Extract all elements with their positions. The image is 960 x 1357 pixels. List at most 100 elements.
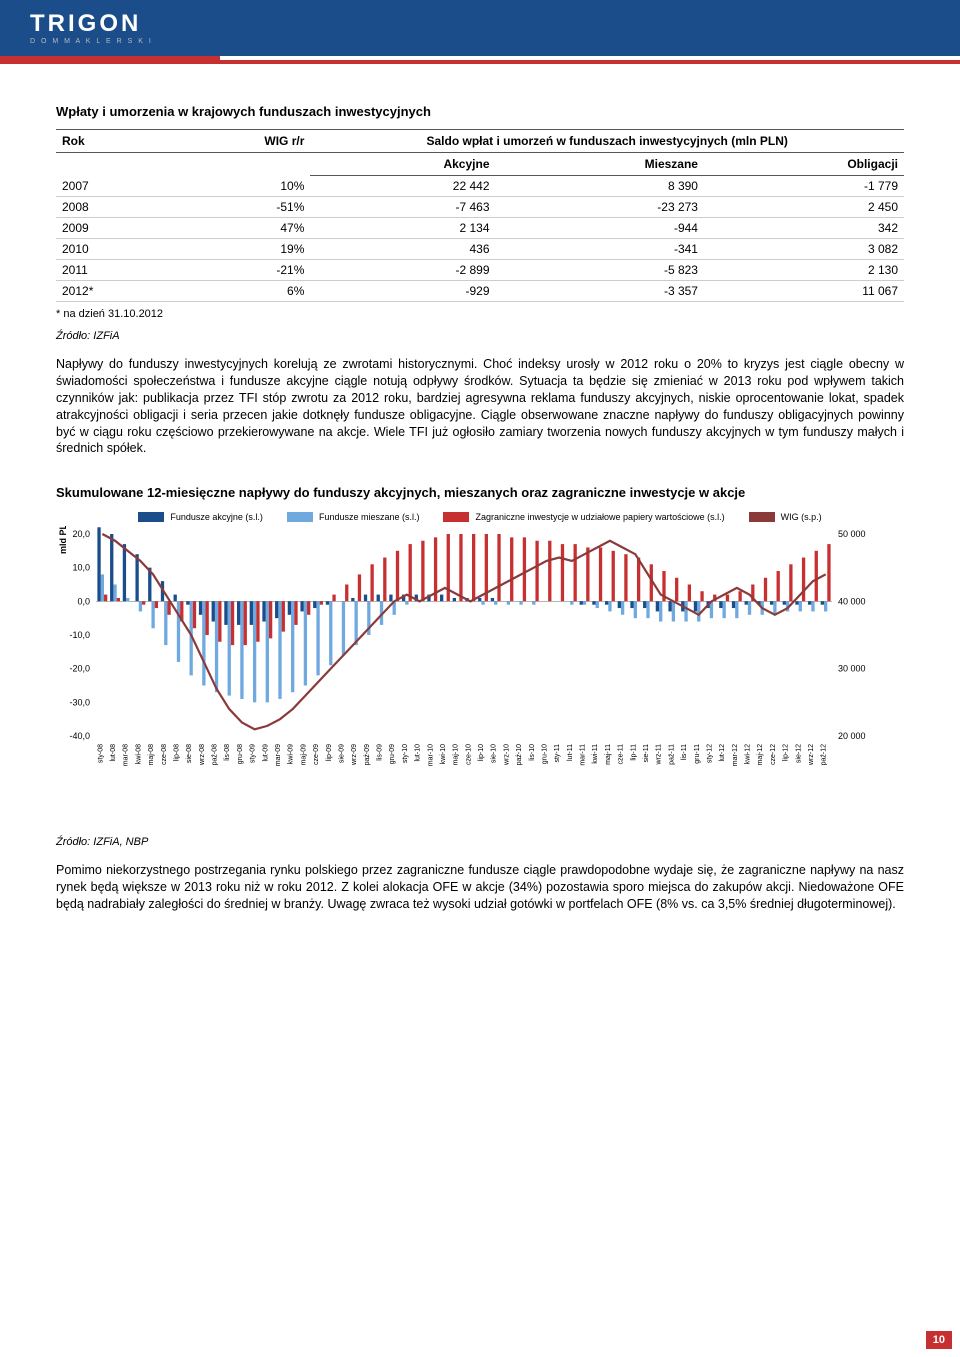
cell: -944 xyxy=(496,218,704,239)
legend-item: Fundusze akcyjne (s.l.) xyxy=(138,512,263,522)
svg-text:maj-10: maj-10 xyxy=(453,744,460,766)
cell: 2007 xyxy=(56,176,175,197)
cell: -929 xyxy=(310,281,495,302)
legend-label: Zagraniczne inwestycje w udziałowe papie… xyxy=(475,512,724,522)
cell: -23 273 xyxy=(496,197,704,218)
chart-title: Skumulowane 12-miesięczne napływy do fun… xyxy=(56,485,904,500)
cell: 2012* xyxy=(56,281,175,302)
cell: 3 082 xyxy=(704,239,904,260)
svg-text:sie-08: sie-08 xyxy=(186,744,193,763)
svg-text:kwi-10: kwi-10 xyxy=(440,744,447,764)
fund-table: Rok WIG r/r Saldo wpłat i umorzeń w fund… xyxy=(56,129,904,302)
cell: 2011 xyxy=(56,260,175,281)
cell: -51% xyxy=(175,197,311,218)
svg-text:gru-09: gru-09 xyxy=(389,744,396,764)
svg-text:50 000: 50 000 xyxy=(838,529,866,539)
table-source: Źródło: IZFiA xyxy=(56,330,904,342)
svg-text:sty-12: sty-12 xyxy=(706,744,713,763)
svg-text:wrz-10: wrz-10 xyxy=(503,744,510,766)
svg-text:gru-11: gru-11 xyxy=(694,744,701,764)
svg-text:paź-08: paź-08 xyxy=(212,744,219,766)
svg-text:lut-12: lut-12 xyxy=(719,744,726,762)
legend-item: Zagraniczne inwestycje w udziałowe papie… xyxy=(443,512,724,522)
chart-legend: Fundusze akcyjne (s.l.) Fundusze mieszane… xyxy=(56,512,904,522)
svg-text:lis-10: lis-10 xyxy=(529,744,536,761)
table-title: Wpłaty i umorzenia w krajowych funduszac… xyxy=(56,104,904,119)
svg-text:40 000: 40 000 xyxy=(838,597,866,607)
cell: 6% xyxy=(175,281,311,302)
table-row: 200947%2 134-944342 xyxy=(56,218,904,239)
page: TRIGON D O M M A K L E R S K I Wpłaty i … xyxy=(0,0,960,1357)
cell: -1 779 xyxy=(704,176,904,197)
svg-text:paź-10: paź-10 xyxy=(516,744,523,766)
svg-text:wrz-08: wrz-08 xyxy=(199,744,206,766)
chart-source: Źródło: IZFiA, NBP xyxy=(56,836,904,848)
legend-item: Fundusze mieszane (s.l.) xyxy=(287,512,420,522)
svg-text:maj-08: maj-08 xyxy=(148,744,155,766)
svg-text:maj-12: maj-12 xyxy=(757,744,764,766)
th-akcyjne: Akcyjne xyxy=(310,153,495,176)
cell: -3 357 xyxy=(496,281,704,302)
svg-text:lip-08: lip-08 xyxy=(173,744,180,761)
cell: 342 xyxy=(704,218,904,239)
svg-text:-40,0: -40,0 xyxy=(69,731,90,741)
table-row: 200710%22 4428 390-1 779 xyxy=(56,176,904,197)
content: Wpłaty i umorzenia w krajowych funduszac… xyxy=(0,64,960,953)
svg-text:sty-08: sty-08 xyxy=(97,744,104,763)
svg-text:gru-08: gru-08 xyxy=(237,744,244,764)
svg-text:sty-10: sty-10 xyxy=(402,744,409,763)
svg-text:-30,0: -30,0 xyxy=(69,698,90,708)
svg-text:-20,0: -20,0 xyxy=(69,664,90,674)
svg-text:lut-08: lut-08 xyxy=(110,744,117,762)
logo-sub: D O M M A K L E R S K I xyxy=(30,38,153,45)
svg-text:lut-10: lut-10 xyxy=(415,744,422,762)
svg-text:lip-10: lip-10 xyxy=(478,744,485,761)
svg-text:lis-08: lis-08 xyxy=(224,744,231,761)
table-row: 201019%436-3413 082 xyxy=(56,239,904,260)
svg-text:paź-11: paź-11 xyxy=(668,744,675,765)
svg-text:wrz-09: wrz-09 xyxy=(351,744,358,766)
svg-text:sie-09: sie-09 xyxy=(338,744,345,763)
svg-text:sie-10: sie-10 xyxy=(491,744,498,763)
logo: TRIGON D O M M A K L E R S K I xyxy=(30,10,153,45)
cell: -2 899 xyxy=(310,260,495,281)
svg-text:20 000: 20 000 xyxy=(838,731,866,741)
cell: 10% xyxy=(175,176,311,197)
svg-text:-10,0: -10,0 xyxy=(69,630,90,640)
svg-text:mar-11: mar-11 xyxy=(580,744,587,766)
th-wig: WIG r/r xyxy=(175,130,311,153)
svg-text:maj-11: maj-11 xyxy=(605,744,612,765)
svg-text:lis-11: lis-11 xyxy=(681,744,688,760)
svg-text:cze-10: cze-10 xyxy=(465,744,472,765)
cell: 19% xyxy=(175,239,311,260)
svg-text:lis-09: lis-09 xyxy=(377,744,384,761)
table-row: 2008-51%-7 463-23 2732 450 xyxy=(56,197,904,218)
svg-text:mld PLN: mld PLN xyxy=(58,526,68,554)
cell: 2010 xyxy=(56,239,175,260)
table-row: 2012*6%-929-3 35711 067 xyxy=(56,281,904,302)
svg-text:cze-09: cze-09 xyxy=(313,744,320,765)
table-note: * na dzień 31.10.2012 xyxy=(56,308,904,320)
svg-text:paź-09: paź-09 xyxy=(364,744,371,766)
cell: 2 450 xyxy=(704,197,904,218)
svg-text:lip-11: lip-11 xyxy=(630,744,637,761)
svg-text:mar-12: mar-12 xyxy=(732,744,739,766)
svg-text:maj-09: maj-09 xyxy=(300,744,307,766)
legend-label: Fundusze mieszane (s.l.) xyxy=(319,512,420,522)
svg-text:30 000: 30 000 xyxy=(838,664,866,674)
cell: -341 xyxy=(496,239,704,260)
svg-text:wrz-12: wrz-12 xyxy=(808,744,815,766)
svg-text:sty-09: sty-09 xyxy=(250,744,257,763)
svg-text:lip-09: lip-09 xyxy=(326,744,333,761)
svg-text:lut-11: lut-11 xyxy=(567,744,574,761)
svg-text:sty-11: sty-11 xyxy=(554,744,561,763)
legend-swatch xyxy=(287,512,313,522)
cell: 2008 xyxy=(56,197,175,218)
svg-text:wrz-11: wrz-11 xyxy=(656,744,663,766)
cell: 47% xyxy=(175,218,311,239)
legend-label: Fundusze akcyjne (s.l.) xyxy=(170,512,263,522)
svg-text:paź-12: paź-12 xyxy=(821,744,828,766)
th-rok: Rok xyxy=(56,130,175,153)
legend-item: WIG (s.p.) xyxy=(749,512,822,522)
legend-swatch xyxy=(443,512,469,522)
